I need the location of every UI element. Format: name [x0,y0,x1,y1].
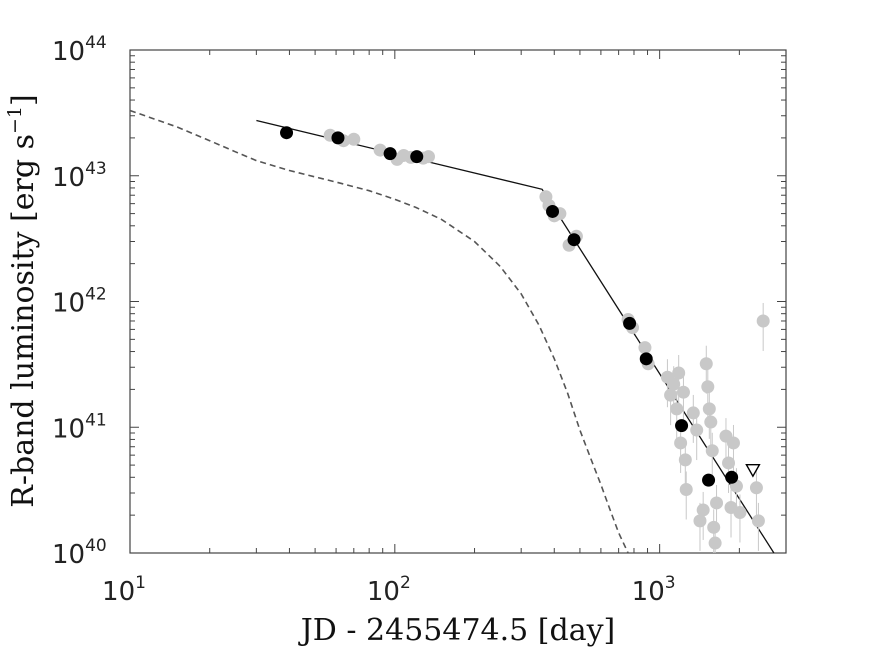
data-point-individual [708,536,722,550]
data-point-binned [725,470,739,484]
data-point-binned [675,419,689,433]
data-point-individual [667,377,681,391]
y-axis-title-main: R-band luminosity [erg s [6,134,41,508]
data-point-individual [722,456,736,470]
data-point-binned [331,131,345,145]
data-point-individual [701,380,715,394]
data-point-individual [710,496,724,510]
data-point-individual [686,406,700,420]
y-tick-label: 1042 [52,285,107,319]
y-axis-title-close: ] [6,94,41,106]
data-point-individual [702,402,716,416]
x-tick-label: 102 [367,573,411,607]
data-point-binned [280,126,294,140]
data-point-individual [421,150,435,164]
data-point-individual [707,520,721,534]
data-point-individual [751,514,765,528]
data-point-individual [678,453,692,467]
x-tick-label: 103 [632,573,676,607]
data-point-binned [623,316,637,330]
model-curve [130,109,629,553]
data-point-individual [705,444,719,458]
data-point-individual [638,341,652,355]
data-point-individual [726,436,740,450]
data-point-individual [672,366,686,380]
plot-area [129,49,787,554]
x-tick-label: 101 [102,573,146,607]
data-point-individual [704,415,718,429]
data-point-binned [410,150,424,164]
data-point-binned [639,352,653,366]
x-axis-title: JD - 2455474.5 [day] [298,613,616,648]
data-point-individual [699,357,713,371]
y-axis-title: R-band luminosity [erg s−1] [4,94,41,507]
data-point-binned [702,473,716,487]
data-point-individual [679,482,693,496]
y-axis-title-exponent: −1 [4,106,26,134]
data-point-binned [546,204,560,218]
data-point-individual [674,436,688,450]
data-point-binned [383,147,397,161]
data-point-individual [664,388,678,402]
data-point-binned [567,233,581,247]
data-point-individual [693,514,707,528]
y-tick-label: 1041 [52,410,107,444]
data-point-individual [696,503,710,517]
data-point-individual [676,385,690,399]
data-point-individual [749,481,763,495]
data-point-individual [733,505,747,519]
data-point-individual [756,314,770,328]
y-tick-label: 1044 [52,33,107,67]
upper-limit-marker [745,463,761,478]
y-tick-label: 1043 [52,159,107,193]
data-point-individual [347,132,361,146]
data-point-individual [373,143,387,157]
data-point-individual [670,402,684,416]
y-tick-label: 1040 [52,536,107,570]
data-point-individual [690,423,704,437]
